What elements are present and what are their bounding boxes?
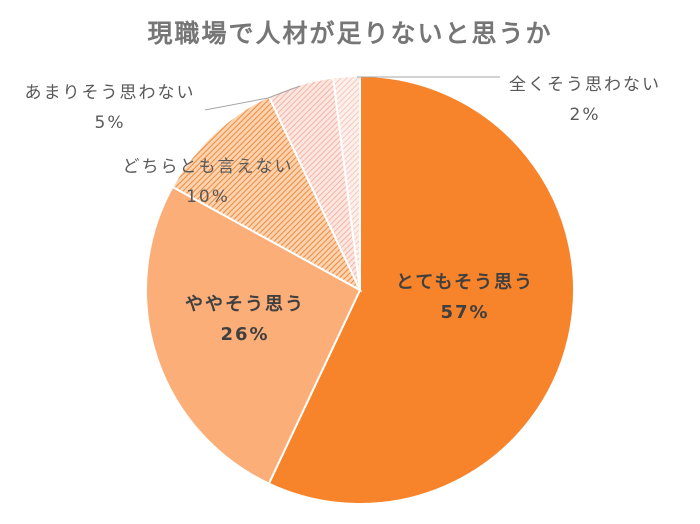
label-yaya: ややそう思う 26%	[185, 294, 305, 345]
leader-line-5pct	[204, 85, 301, 111]
slice-totemo	[267, 74, 575, 505]
slice-mattaku	[332, 74, 361, 291]
chart-title: 現職場で人材が足りないと思うか	[147, 19, 553, 48]
label-dochira: どちらとも言えない 10%	[122, 157, 294, 207]
label-totemo: とてもそう思う 57%	[395, 272, 535, 323]
slice-dochira	[171, 95, 363, 293]
label-amari: あまりそう思わない 5%	[24, 83, 196, 133]
label-mattaku: 全くそう思わない 2%	[509, 75, 661, 125]
